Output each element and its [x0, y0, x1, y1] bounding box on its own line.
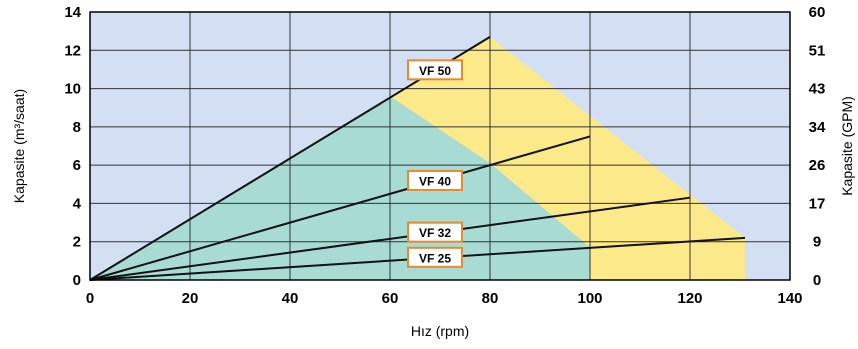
x-tick-label: 140	[777, 290, 802, 307]
y-tick-label: 8	[73, 119, 81, 136]
series-labels: VF 50 VF 40 VF 32 VF 25	[407, 59, 463, 268]
x-axis-title: Hız (rpm)	[411, 323, 469, 339]
x-tick-label: 120	[677, 290, 702, 307]
series-label-vf-50: VF 50	[407, 59, 463, 81]
series-label-text: VF 25	[419, 251, 451, 265]
series-line-vf-40	[89, 135, 591, 281]
y-tick-label: 4	[73, 195, 82, 212]
series-label-box	[407, 246, 463, 268]
region-1	[90, 96, 590, 280]
y-tick-label: 6	[73, 157, 81, 174]
y-tick-label: 12	[64, 42, 81, 59]
y-tick-label: 10	[64, 81, 81, 98]
y2-axis-title: Kapasite (GPM)	[839, 96, 855, 196]
x-tick-label: 80	[482, 290, 499, 307]
series-line-vf-32	[89, 196, 691, 281]
x-tick-label: 60	[382, 290, 399, 307]
series-label-box	[407, 59, 463, 81]
y2-tick-label: 9	[813, 234, 821, 251]
y-tick-labels: 0 2 4 6 8 10 12 14	[64, 4, 81, 289]
y2-tick-label: 51	[809, 42, 826, 59]
y-tick-label: 0	[73, 272, 81, 289]
series-label-vf-25: VF 25	[407, 246, 463, 268]
series-label-box	[407, 169, 463, 191]
y2-tick-label: 34	[809, 119, 826, 136]
series-label-vf-32: VF 32	[407, 221, 463, 243]
series-label-text: VF 50	[419, 64, 451, 78]
x-tick-labels: 0 20 40 60 80 100 120 140	[86, 290, 803, 307]
y2-tick-label: 26	[809, 157, 826, 174]
x-tick-label: 40	[282, 290, 299, 307]
y2-tick-label: 0	[813, 272, 821, 289]
series-label-text: VF 40	[419, 174, 451, 188]
x-tick-label: 0	[86, 290, 94, 307]
operating-regions	[90, 36, 745, 280]
series-label-box	[407, 221, 463, 243]
x-tick-label: 20	[182, 290, 199, 307]
plot-frame	[89, 11, 791, 281]
y2-tick-labels: 0 9 17 26 34 43 51 60	[809, 4, 826, 289]
x-tick-label: 100	[577, 290, 602, 307]
series-label-text: VF 32	[419, 226, 451, 240]
y2-tick-label: 17	[809, 195, 826, 212]
series-label-vf-40: VF 40	[407, 169, 463, 191]
y-tick-label: 2	[73, 234, 81, 251]
grid-lines	[90, 12, 790, 280]
y-tick-label: 14	[64, 4, 81, 21]
y-axis-title: Kapasite (m³/saat)	[11, 89, 27, 203]
y2-tick-label: 60	[809, 4, 826, 21]
y2-tick-label: 43	[809, 81, 826, 98]
